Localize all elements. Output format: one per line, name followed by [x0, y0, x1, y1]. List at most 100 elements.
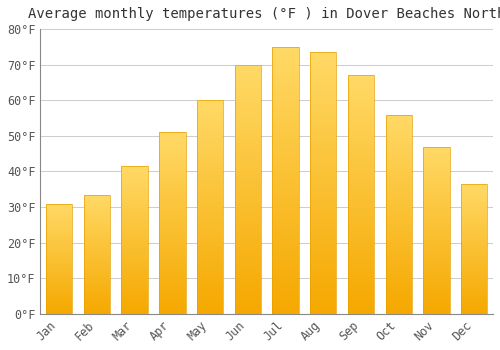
Bar — [46, 254, 72, 256]
Bar — [122, 270, 148, 271]
Bar — [122, 166, 148, 168]
Bar — [272, 98, 299, 100]
Bar — [310, 160, 336, 162]
Bar — [310, 228, 336, 230]
Bar — [424, 252, 450, 254]
Bar — [386, 136, 412, 139]
Bar — [310, 282, 336, 285]
Bar — [159, 194, 186, 196]
Bar — [197, 214, 224, 216]
Bar — [461, 219, 487, 220]
Bar — [234, 224, 261, 227]
Bar — [272, 90, 299, 92]
Bar — [122, 259, 148, 261]
Bar — [234, 125, 261, 127]
Bar — [46, 251, 72, 252]
Bar — [424, 207, 450, 209]
Bar — [424, 312, 450, 314]
Bar — [272, 79, 299, 82]
Bar — [159, 207, 186, 209]
Bar — [272, 130, 299, 132]
Bar — [122, 308, 148, 309]
Bar — [424, 187, 450, 188]
Bar — [84, 205, 110, 206]
Bar — [424, 248, 450, 250]
Bar — [234, 296, 261, 299]
Bar — [197, 231, 224, 233]
Bar — [159, 167, 186, 169]
Bar — [159, 205, 186, 207]
Bar — [84, 239, 110, 240]
Bar — [272, 191, 299, 194]
Bar — [46, 298, 72, 299]
Bar — [84, 197, 110, 198]
Bar — [197, 293, 224, 295]
Bar — [122, 271, 148, 273]
Bar — [461, 214, 487, 215]
Bar — [46, 295, 72, 296]
Bar — [159, 238, 186, 239]
Bar — [46, 276, 72, 278]
Bar — [310, 222, 336, 225]
Bar — [310, 215, 336, 217]
Bar — [197, 260, 224, 262]
Bar — [122, 203, 148, 204]
Bar — [310, 162, 336, 165]
Bar — [197, 169, 224, 171]
Bar — [386, 122, 412, 125]
Bar — [197, 103, 224, 105]
Bar — [46, 233, 72, 235]
Bar — [424, 269, 450, 271]
Bar — [84, 278, 110, 279]
Bar — [424, 275, 450, 277]
Bar — [234, 309, 261, 312]
Bar — [197, 273, 224, 275]
Bar — [272, 159, 299, 162]
Bar — [122, 176, 148, 178]
Bar — [159, 225, 186, 227]
Bar — [424, 182, 450, 183]
Bar — [461, 305, 487, 306]
Bar — [348, 163, 374, 166]
Bar — [84, 310, 110, 312]
Bar — [122, 234, 148, 236]
Bar — [348, 230, 374, 233]
Bar — [84, 235, 110, 236]
Bar — [84, 286, 110, 288]
Bar — [424, 230, 450, 232]
Bar — [461, 281, 487, 283]
Bar — [84, 264, 110, 265]
Bar — [84, 220, 110, 221]
Bar — [461, 311, 487, 313]
Bar — [84, 303, 110, 304]
Bar — [234, 177, 261, 179]
Bar — [348, 214, 374, 216]
Bar — [234, 75, 261, 77]
Bar — [272, 122, 299, 124]
Bar — [386, 114, 412, 314]
Bar — [348, 94, 374, 97]
Bar — [424, 202, 450, 203]
Bar — [424, 148, 450, 150]
Bar — [424, 198, 450, 200]
Bar — [461, 254, 487, 256]
Bar — [122, 194, 148, 196]
Bar — [310, 125, 336, 128]
Bar — [310, 254, 336, 256]
Bar — [234, 244, 261, 247]
Bar — [424, 272, 450, 274]
Bar — [424, 240, 450, 242]
Bar — [348, 240, 374, 242]
Bar — [386, 214, 412, 216]
Bar — [386, 270, 412, 272]
Bar — [272, 229, 299, 231]
Bar — [122, 311, 148, 313]
Bar — [197, 312, 224, 314]
Bar — [197, 248, 224, 250]
Bar — [461, 197, 487, 198]
Bar — [386, 266, 412, 268]
Bar — [461, 290, 487, 292]
Bar — [197, 117, 224, 119]
Bar — [197, 297, 224, 299]
Bar — [46, 207, 72, 208]
